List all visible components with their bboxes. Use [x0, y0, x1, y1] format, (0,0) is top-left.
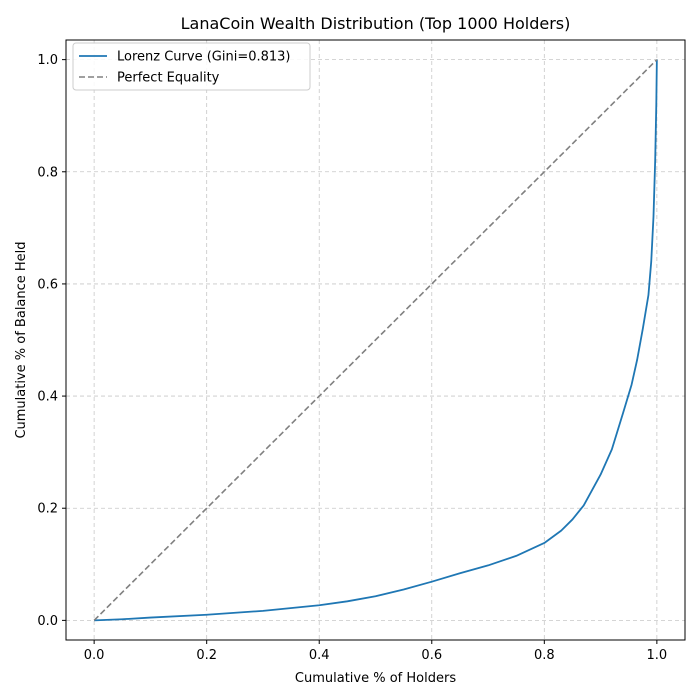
x-tick-label: 0.8: [534, 648, 555, 663]
y-tick-label: 0.8: [37, 165, 58, 180]
y-tick-label: 1.0: [37, 53, 58, 68]
x-tick-label: 0.2: [196, 648, 217, 663]
ticks: 0.0 0.2 0.4 0.6 0.8 1.0 0.0 0.2 0.4 0.6 0.8 1.0: [37, 53, 667, 663]
axes-frame: [65, 39, 686, 641]
legend-label: Lorenz Curve (Gini=0.813): [117, 50, 291, 65]
lorenz-curve-line: [94, 59, 658, 622]
chart-title: LanaCoin Wealth Distribution (Top 1000 H…: [181, 14, 571, 33]
y-tick-label: 0.2: [37, 502, 58, 517]
legend-label: Perfect Equality: [117, 71, 220, 86]
x-tick-label: 0.4: [309, 648, 330, 663]
y-tick-label: 0.0: [37, 614, 58, 629]
legend-box: [72, 42, 311, 91]
y-axis-label: Cumulative % of Balance Held: [14, 241, 29, 438]
legend: Lorenz Curve (Gini=0.813) Perfect Equalit…: [72, 42, 311, 91]
grid: [66, 40, 685, 640]
x-tick-label: 0.6: [421, 648, 442, 663]
y-tick-label: 0.6: [37, 277, 58, 292]
x-axis-label: Cumulative % of Holders: [295, 671, 456, 686]
plot-area: [93, 59, 658, 622]
equality-line: [93, 59, 658, 621]
y-tick-label: 0.4: [37, 390, 58, 405]
x-tick-label: 0.0: [84, 648, 105, 663]
x-tick-label: 1.0: [647, 648, 668, 663]
